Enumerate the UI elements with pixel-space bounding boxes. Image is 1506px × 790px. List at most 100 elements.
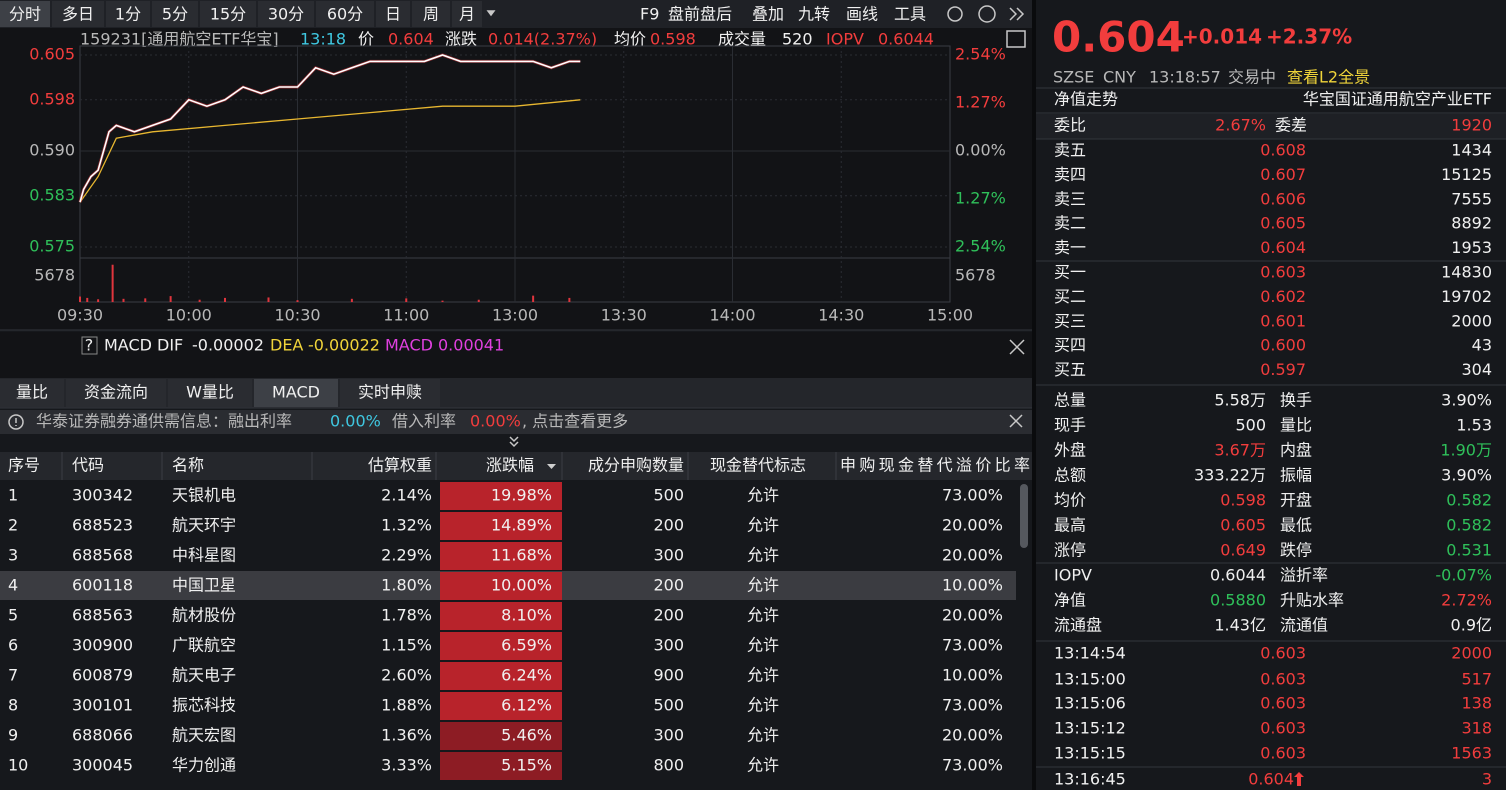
separators [0, 87, 1506, 768]
stat-value: 0.582 [1446, 516, 1492, 535]
tab[interactable]: 实时申赎 [358, 383, 422, 402]
help-box[interactable] [81, 336, 98, 355]
period-tab[interactable]: 分时 [9, 5, 41, 24]
table-cell: 688066 [72, 726, 133, 745]
trade-time: 13:14:54 [1054, 644, 1126, 663]
period-tab-bg[interactable] [152, 1, 198, 27]
trade-time: 13:15:00 [1054, 670, 1126, 689]
quote-time: 13:18:57 [1149, 68, 1221, 87]
nav-trend[interactable]: 净值走势 [1054, 90, 1118, 109]
period-tab-bg[interactable] [376, 1, 410, 27]
table-cell: 1.78% [381, 606, 432, 625]
change-cell [440, 662, 562, 690]
tab[interactable]: W量比 [186, 383, 234, 402]
tab[interactable]: MACD [272, 383, 320, 402]
indicator-dea: -0.00022 [308, 336, 380, 355]
table-header[interactable]: 涨跌幅 [486, 456, 534, 475]
trade-volume: 517 [1461, 670, 1492, 689]
period-tab[interactable]: 多日 [62, 5, 94, 24]
stat-label: 跌停 [1280, 541, 1312, 560]
period-tab[interactable]: 60分 [327, 5, 363, 24]
notice-lend-rate: 0.00% [330, 412, 381, 431]
period-tab[interactable]: 周 [423, 5, 439, 24]
indicator-bg [0, 332, 1032, 378]
period-tab[interactable]: 5分 [162, 5, 188, 24]
period-tab-bg[interactable] [316, 1, 374, 27]
stat-label: 涨停 [1054, 541, 1086, 560]
tool-button[interactable]: 画线 [846, 5, 878, 24]
period-tab[interactable]: 日 [385, 5, 401, 24]
tool-button[interactable]: 九转 [798, 5, 830, 24]
table-header[interactable]: 成分申购数量 [588, 456, 684, 475]
level-label: 买一 [1054, 263, 1086, 282]
stat-value: 5.58万 [1214, 391, 1266, 410]
period-tab-bg[interactable] [106, 1, 150, 27]
table-cell: 10.00% [491, 576, 552, 595]
table-cell: 允许 [747, 516, 779, 535]
quote-l2-link[interactable]: 查看L2全景 [1287, 68, 1370, 87]
period-tab-bg[interactable] [200, 1, 256, 27]
table-header[interactable]: 现金替代标志 [710, 456, 806, 475]
tab-bg[interactable] [168, 379, 252, 407]
level-volume: 19702 [1441, 287, 1492, 306]
header-change-label: 涨跌 [445, 30, 477, 49]
table-header[interactable]: 名称 [172, 456, 204, 475]
period-tab-bg[interactable] [52, 1, 104, 27]
indicator-help[interactable]: ? [85, 336, 94, 355]
toolbar-icons[interactable] [8, 5, 1026, 448]
sort-arrow[interactable] [547, 464, 556, 469]
period-tab[interactable]: 30分 [268, 5, 304, 24]
tool-button[interactable]: 叠加 [752, 5, 784, 24]
period-tab[interactable]: 1分 [115, 5, 141, 24]
y2-tick-label: 1.27% [955, 93, 1006, 112]
stat-value: 3.90% [1441, 391, 1492, 410]
price-line [79, 54, 581, 203]
quote-currency: CNY [1103, 68, 1136, 87]
quote-status: 交易中 [1228, 68, 1276, 87]
tab-bg[interactable] [340, 379, 440, 407]
change-cell [440, 602, 562, 630]
trade-time: 13:15:06 [1054, 694, 1126, 713]
tool-button[interactable]: F9 [640, 5, 659, 24]
header-volume: 520 [782, 30, 813, 49]
table-cell: 振芯科技 [172, 696, 236, 715]
notice-text: 华泰证券融券通供需信息：融出利率 [36, 412, 292, 431]
x-tick-label: 10:30 [274, 306, 320, 325]
tool-button[interactable]: 盘前盘后 [668, 5, 732, 24]
tab-bg[interactable] [66, 379, 166, 407]
table-header[interactable]: 估算权重 [368, 456, 432, 475]
level-volume: 14830 [1441, 263, 1492, 282]
period-tab-bg[interactable] [412, 1, 450, 27]
table-cell: 688568 [72, 546, 133, 565]
volume-bar [267, 297, 270, 302]
table-cell: 6.24% [501, 666, 552, 685]
period-tab-bg[interactable] [452, 1, 482, 27]
stat-label: 开盘 [1280, 491, 1312, 510]
period-tab[interactable]: 15分 [210, 5, 246, 24]
period-tab-bg[interactable] [0, 1, 50, 27]
trade-volume: 3 [1482, 770, 1492, 789]
notice-borrow-rate: 0.00% [470, 412, 521, 431]
table-cell: 200 [653, 606, 684, 625]
volume-bar [441, 300, 444, 302]
tab-bg[interactable] [254, 379, 338, 407]
table-cell: 73.00% [942, 636, 1003, 655]
notice-more[interactable]: , 点击查看更多 [522, 412, 628, 431]
level-price: 0.607 [1260, 165, 1306, 184]
period-tab[interactable]: 月 [459, 5, 475, 24]
volume-bar [477, 299, 480, 302]
change-pct: +2.37% [1266, 25, 1352, 49]
table-header[interactable]: 代码 [72, 456, 104, 475]
stat-label: 升贴水率 [1280, 591, 1344, 610]
table-header[interactable]: 序号 [8, 456, 40, 475]
scrollbar[interactable] [1020, 484, 1028, 548]
period-tab-bg[interactable] [258, 1, 314, 27]
change: +0.014 [1182, 25, 1262, 49]
tool-button[interactable]: 工具 [894, 5, 926, 24]
tab-bg[interactable] [0, 379, 64, 407]
header-price-label: 价 [358, 30, 374, 49]
tab[interactable]: 量比 [16, 383, 48, 402]
x-tick-label: 13:00 [492, 306, 538, 325]
trade-price: 0.603 [1260, 694, 1306, 713]
tab[interactable]: 资金流向 [84, 383, 148, 402]
